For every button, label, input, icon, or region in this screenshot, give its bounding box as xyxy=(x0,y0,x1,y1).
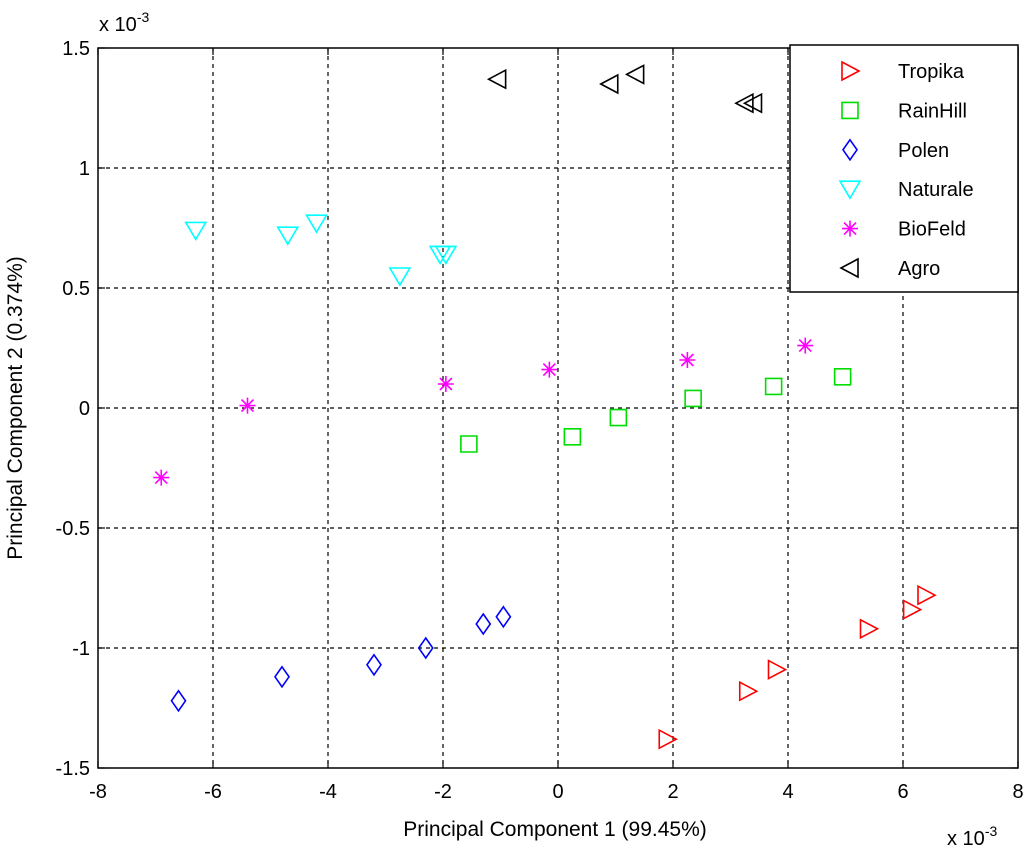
legend-label: Naturale xyxy=(898,179,974,201)
y-tick-label: 0 xyxy=(79,398,90,420)
legend-marker xyxy=(838,180,862,200)
legend-marker xyxy=(839,257,859,279)
legend: Tropika RainHill Polen Naturale BioFeld Agro xyxy=(789,44,1019,293)
legend-item-polen: Polen xyxy=(842,138,949,162)
x-tick-label: 8 xyxy=(1012,781,1023,803)
legend-label: BioFeld xyxy=(898,219,966,241)
data-point xyxy=(460,435,478,453)
data-point xyxy=(541,361,558,378)
y-tick-label: -0.5 xyxy=(56,518,90,540)
series-agro xyxy=(486,64,763,114)
x-tick-label: -8 xyxy=(89,781,107,803)
data-point xyxy=(797,337,814,354)
data-point xyxy=(170,689,187,713)
data-point xyxy=(658,728,678,750)
data-point xyxy=(742,92,763,114)
x-axis-multiplier: x 10-3 xyxy=(947,823,997,850)
data-point xyxy=(767,659,788,680)
tick-labels: -8 -6 -4 -2 0 2 4 6 8 -1.5 -1 -0.5 0 0.5 1 1.5 xyxy=(56,38,1024,803)
data-point xyxy=(917,584,937,606)
series-polen xyxy=(170,605,512,713)
data-point xyxy=(417,636,434,660)
data-point xyxy=(599,73,619,95)
legend-item-biofeld: BioFeld xyxy=(842,219,966,241)
y-tick-label: 1 xyxy=(79,158,90,180)
x-axis-label: Principal Component 1 (99.45%) xyxy=(403,818,707,841)
grid-lines xyxy=(98,48,1018,768)
y-tick-label: -1 xyxy=(72,638,90,660)
legend-label: Tropika xyxy=(898,61,965,83)
data-point xyxy=(437,376,454,392)
legend-item-agro: Agro xyxy=(839,257,940,280)
legend-marker xyxy=(842,138,858,162)
data-point xyxy=(738,680,759,702)
legend-label: Polen xyxy=(898,140,949,162)
data-point xyxy=(833,368,852,386)
data-point xyxy=(734,92,754,114)
data-points xyxy=(153,64,937,750)
data-point xyxy=(434,245,458,265)
x-tick-label: -2 xyxy=(434,781,452,803)
legend-label: Agro xyxy=(898,258,940,280)
data-point xyxy=(239,397,256,414)
y-tick-label: -1.5 xyxy=(56,758,90,780)
data-point xyxy=(624,64,645,85)
data-point xyxy=(305,214,328,234)
x-tick-label: 0 xyxy=(552,781,563,803)
data-point xyxy=(475,612,492,636)
y-axis-label: Principal Component 2 (0.374%) xyxy=(4,256,27,560)
data-point xyxy=(495,605,512,629)
legend-item-naturale: Naturale xyxy=(838,179,974,201)
legend-item-tropika: Tropika xyxy=(841,60,965,83)
legend-marker xyxy=(842,220,858,237)
data-point xyxy=(153,469,170,486)
legend-marker xyxy=(841,60,861,82)
data-point xyxy=(859,618,880,640)
x-tick-label: 2 xyxy=(667,781,678,803)
data-point xyxy=(274,665,290,689)
data-point xyxy=(486,68,507,90)
series-naturale xyxy=(184,214,458,287)
data-point xyxy=(276,226,300,246)
legend-item-rainhill: RainHill xyxy=(841,100,967,122)
data-point xyxy=(764,377,783,396)
series-biofeld xyxy=(153,337,814,486)
x-tick-label: 4 xyxy=(782,781,793,803)
legend-marker xyxy=(841,101,859,120)
x-tick-label: -4 xyxy=(319,781,337,803)
data-point xyxy=(609,408,628,427)
y-axis-multiplier: x 10-3 xyxy=(99,9,149,36)
data-point xyxy=(366,653,382,677)
x-tick-label: 6 xyxy=(897,781,908,803)
series-tropika xyxy=(658,584,937,750)
legend-label: RainHill xyxy=(898,100,967,122)
x-tick-label: -6 xyxy=(204,781,222,803)
series-rainhill xyxy=(460,368,852,453)
data-point xyxy=(184,221,208,241)
legend-box xyxy=(789,44,1019,293)
data-point xyxy=(684,389,702,408)
data-point xyxy=(563,428,582,446)
data-point xyxy=(902,599,923,620)
y-tick-label: 1.5 xyxy=(62,38,90,60)
data-point xyxy=(388,267,412,287)
y-tick-label: 0.5 xyxy=(62,278,90,300)
data-point xyxy=(679,352,696,368)
